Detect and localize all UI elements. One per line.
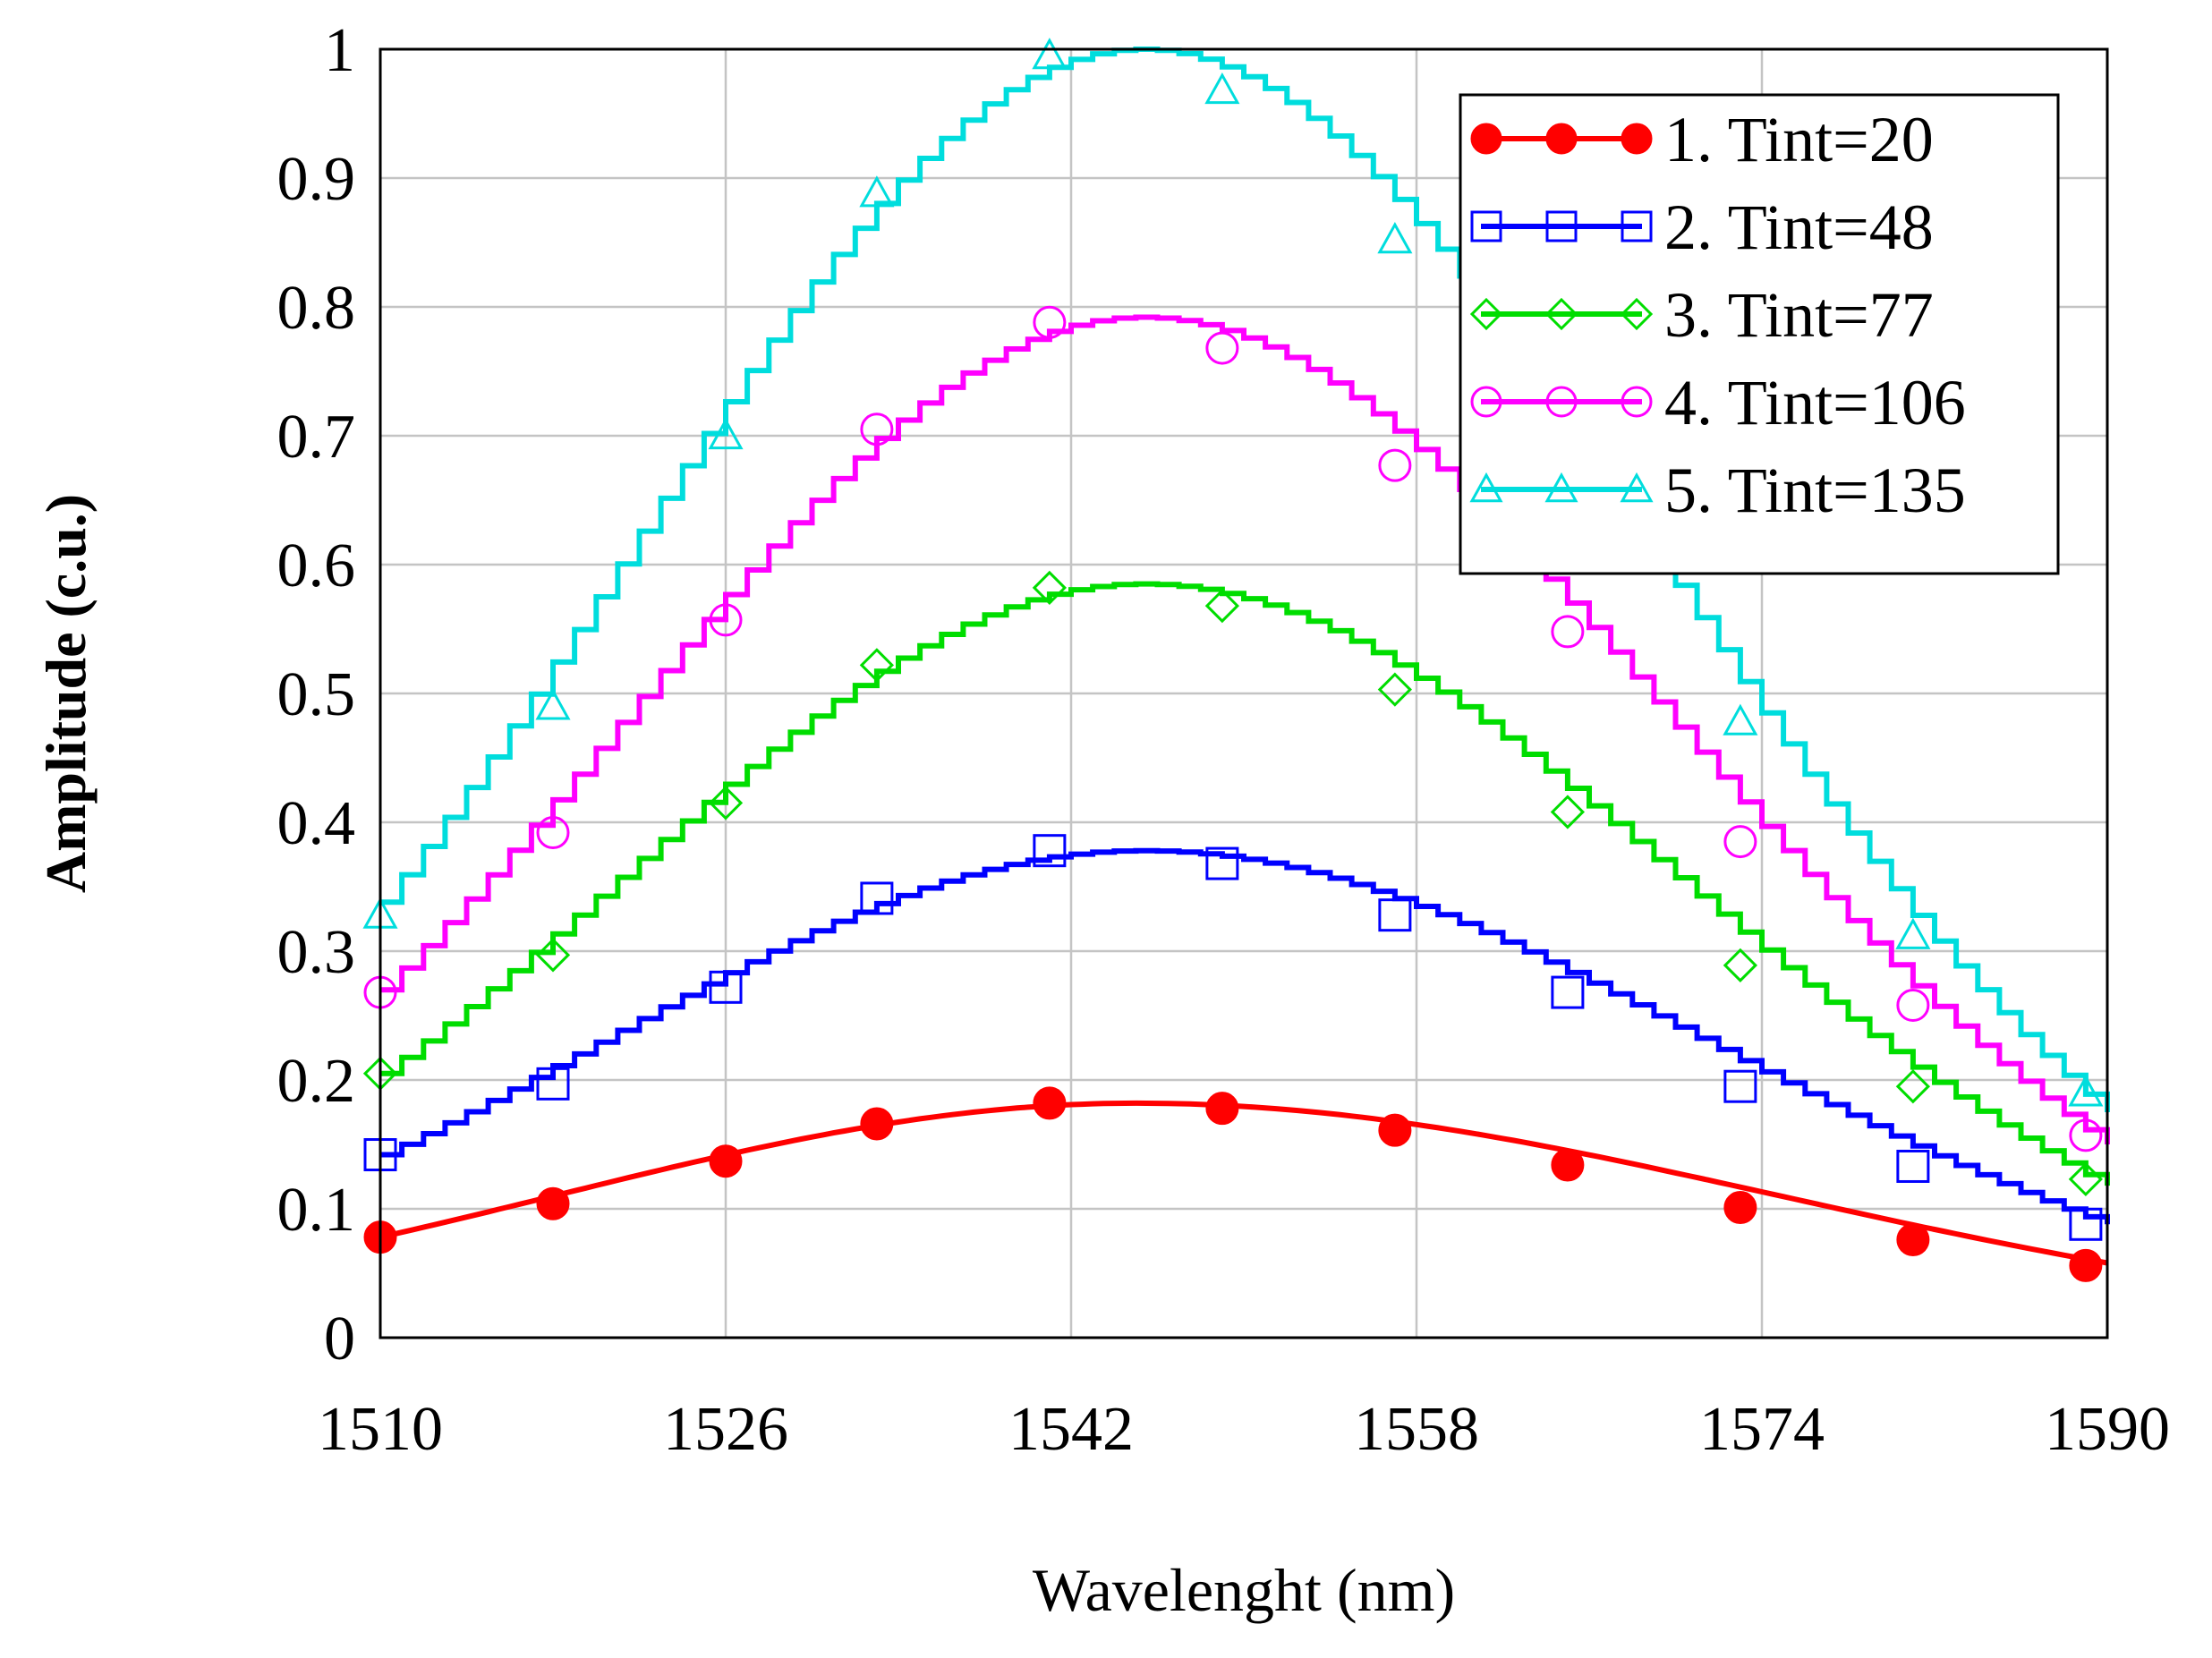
filled-circle-marker	[1205, 1092, 1239, 1126]
x-tick-label: 1542	[1008, 1395, 1134, 1464]
diamond-marker	[1550, 795, 1585, 829]
diamond-marker	[1723, 948, 1757, 982]
series-layer	[362, 38, 2110, 1282]
triangle-marker	[1895, 917, 1931, 949]
square-marker	[1378, 898, 1412, 932]
series-line-4	[380, 314, 2110, 1144]
y-axis-title: Amplitude (c.u.)	[34, 494, 98, 893]
filled-circle-marker	[1551, 1148, 1585, 1182]
filled-circle-marker	[709, 1144, 743, 1178]
legend: 1. Tint=20 2. Tint=48 3. Tint=77 4. Tint=10…	[1459, 93, 2060, 575]
triangle-marker	[1377, 222, 1413, 254]
x-axis-title: Wavelenght (nm)	[1033, 1556, 1455, 1624]
y-tick-label: 0.7	[277, 403, 356, 472]
legend-label-5: 5. Tint=135	[1664, 455, 1966, 526]
circle-marker	[1551, 615, 1585, 649]
diamond-marker	[1204, 588, 1239, 624]
circle-marker	[1033, 305, 1067, 339]
triangle-marker	[1723, 703, 1758, 735]
legend-label-3: 3. Tint=77	[1664, 279, 1934, 351]
diamond-marker	[1620, 297, 1654, 331]
circle-marker	[1723, 825, 1757, 859]
y-tick-label: 0.1	[277, 1176, 356, 1245]
square-marker	[860, 881, 894, 915]
series-line-1	[379, 1100, 2108, 1266]
legend-label-2: 2. Tint=48	[1664, 191, 1934, 263]
triangle-marker	[1544, 472, 1578, 503]
y-tick-label: 0.4	[277, 789, 356, 858]
triangle-marker	[1032, 38, 1068, 70]
x-tick-label: 1526	[663, 1395, 788, 1464]
y-tick-label: 0.5	[277, 660, 356, 729]
circle-marker	[1470, 386, 1502, 418]
x-tick-label: 1510	[318, 1395, 443, 1464]
filled-circle-marker	[1378, 1113, 1412, 1147]
x-tick-label: 1590	[2045, 1395, 2170, 1464]
triangle-marker	[1620, 472, 1654, 503]
x-tick-label: 1574	[1699, 1395, 1825, 1464]
triangle-marker	[2068, 1075, 2104, 1107]
diamond-marker	[708, 786, 744, 820]
diamond-marker	[2068, 1161, 2103, 1197]
filled-circle-marker	[536, 1186, 570, 1220]
triangle-marker	[859, 175, 895, 208]
filled-circle-marker	[2069, 1248, 2103, 1282]
y-tick-label: 1	[324, 16, 355, 85]
series-line-2	[380, 847, 2110, 1225]
circle-marker	[1378, 448, 1412, 482]
y-tick-label: 0.6	[277, 531, 356, 600]
legend-box	[1459, 93, 2060, 575]
circle-marker	[709, 603, 743, 637]
tick-labels: 1510 1526 1542 1558 1574 1590 0 0.1 0.2 0.3 0.4 0.5…	[277, 16, 2171, 1464]
square-marker	[709, 970, 743, 1004]
y-tick-label: 0.3	[277, 918, 356, 987]
filled-circle-marker	[1621, 123, 1653, 155]
circle-marker	[1896, 988, 1930, 1022]
legend-label-4: 4. Tint=106	[1664, 367, 1966, 438]
circle-marker	[1205, 331, 1239, 365]
circle-marker	[536, 816, 570, 850]
square-marker	[1205, 846, 1239, 880]
diamond-marker	[1377, 672, 1412, 707]
square-marker	[1033, 834, 1067, 868]
filled-circle-marker	[1033, 1086, 1067, 1120]
square-marker	[1470, 210, 1502, 242]
y-tick-label: 0.2	[277, 1047, 356, 1116]
square-marker	[1621, 210, 1653, 242]
filled-circle-marker	[1896, 1223, 1930, 1257]
filled-circle-marker	[1723, 1191, 1757, 1225]
circle-marker	[1545, 386, 1578, 418]
diamond-marker	[535, 938, 571, 973]
diamond-marker	[859, 648, 894, 683]
circle-marker	[2069, 1118, 2103, 1152]
series-line-5	[380, 47, 2110, 1112]
y-tick-label: 0	[324, 1305, 355, 1373]
y-tick-label: 0.9	[277, 145, 356, 214]
diamond-marker	[1544, 297, 1578, 331]
square-marker	[1723, 1069, 1757, 1103]
diamond-marker	[1895, 1069, 1930, 1104]
plot-frame	[379, 47, 2109, 1339]
triangle-marker	[708, 417, 744, 450]
circle-marker	[860, 412, 894, 446]
filled-circle-marker	[860, 1107, 894, 1141]
triangle-marker	[1469, 472, 1503, 503]
x-tick-label: 1558	[1354, 1395, 1479, 1464]
series-line-3	[380, 581, 2110, 1186]
square-marker	[1896, 1149, 1930, 1183]
legend-label-1: 1. Tint=20	[1664, 104, 1934, 175]
triangle-marker	[1204, 72, 1240, 105]
filled-circle-marker	[1470, 123, 1502, 155]
diamond-marker	[1469, 297, 1503, 331]
square-marker	[2069, 1207, 2103, 1241]
square-marker	[1545, 210, 1578, 242]
square-marker	[1551, 975, 1585, 1009]
triangle-marker	[535, 688, 571, 720]
y-tick-label: 0.8	[277, 274, 356, 343]
square-marker	[536, 1067, 570, 1101]
diamond-marker	[1032, 570, 1067, 606]
filled-circle-marker	[1545, 123, 1578, 155]
circle-marker	[1621, 386, 1653, 418]
